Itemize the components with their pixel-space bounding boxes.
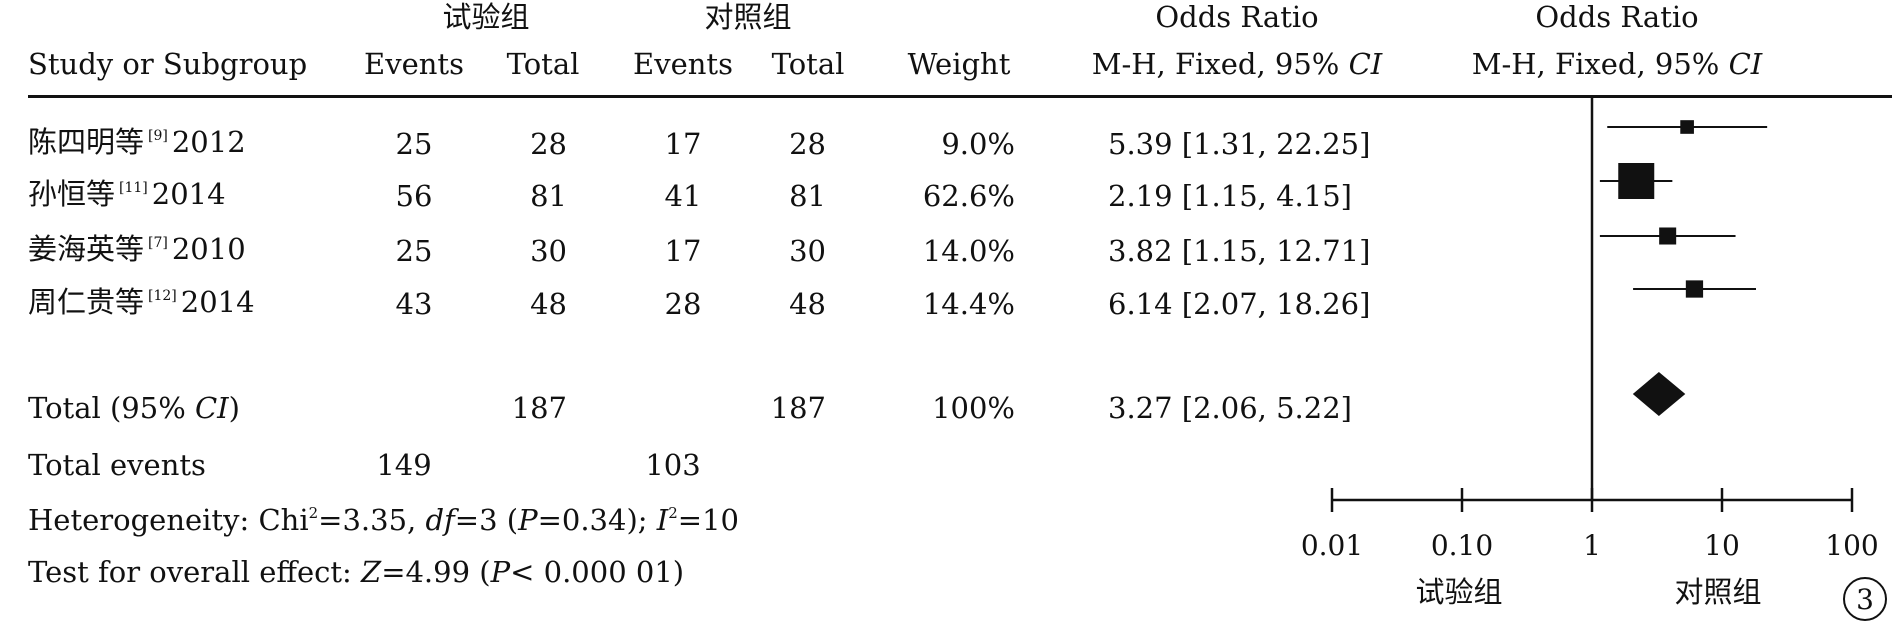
events-control: 17 bbox=[664, 234, 702, 268]
study-effect-square bbox=[1659, 227, 1677, 245]
total-experimental: 187 bbox=[511, 391, 567, 425]
events-experimental: 56 bbox=[395, 179, 433, 213]
study-label: 孙恒等 [11] 2014 bbox=[28, 177, 226, 211]
control-group-header: 对照组 bbox=[704, 0, 792, 34]
total-experimental: 30 bbox=[530, 234, 567, 268]
total-control: 30 bbox=[789, 234, 826, 268]
events-experimental: 25 bbox=[395, 127, 433, 161]
x-axis-tick-label: 100 bbox=[1825, 529, 1878, 562]
pooled-effect-diamond bbox=[1632, 372, 1686, 416]
total-experimental: 81 bbox=[530, 179, 567, 213]
events-control: 17 bbox=[664, 127, 702, 161]
events-header-experimental: Events bbox=[364, 47, 464, 81]
odds-ratio-title-right: Odds Ratio bbox=[1535, 0, 1699, 34]
weight-value: 9.0% bbox=[941, 127, 1015, 161]
total-header-experimental: Total bbox=[506, 47, 580, 81]
study-column-header: Study or Subgroup bbox=[28, 47, 308, 81]
study-label: 陈四明等 [9] 2012 bbox=[28, 125, 246, 159]
odds-ratio-ci: 5.39 [1.31, 22.25] bbox=[1108, 127, 1371, 161]
x-axis-tick-label: 0.01 bbox=[1301, 529, 1363, 562]
odds-ratio-ci: 6.14 [2.07, 18.26] bbox=[1108, 287, 1371, 321]
mh-fixed-header-right: M-H, Fixed, 95% CI bbox=[1471, 47, 1763, 81]
odds-ratio-ci: 2.19 [1.15, 4.15] bbox=[1108, 179, 1352, 213]
x-axis-tick-label: 0.10 bbox=[1431, 529, 1493, 562]
study-label: 周仁贵等 [12] 2014 bbox=[28, 285, 255, 319]
weight-header: Weight bbox=[907, 47, 1011, 81]
weight-value: 14.4% bbox=[922, 287, 1015, 321]
mh-fixed-header-left: M-H, Fixed, 95% CI bbox=[1091, 47, 1383, 81]
total-events-label: Total events bbox=[28, 448, 206, 482]
study-effect-square bbox=[1618, 163, 1655, 199]
total-control: 187 bbox=[770, 391, 826, 425]
total-experimental: 28 bbox=[530, 127, 567, 161]
total-experimental: 48 bbox=[530, 287, 567, 321]
pooled-odds-ratio-ci: 3.27 [2.06, 5.22] bbox=[1108, 391, 1352, 425]
figure-number-badge: 3 bbox=[1843, 577, 1887, 621]
weight-value: 100% bbox=[932, 391, 1015, 425]
weight-value: 14.0% bbox=[922, 234, 1015, 268]
total-header-control: Total bbox=[771, 47, 845, 81]
odds-ratio-title-left: Odds Ratio bbox=[1155, 0, 1319, 34]
study-effect-square bbox=[1680, 120, 1694, 134]
favours-control-label: 对照组 bbox=[1674, 575, 1762, 609]
heterogeneity-text: Heterogeneity: Chi2=3.35, df=3 (P=0.34);… bbox=[28, 503, 739, 537]
study-label: 姜海英等 [7] 2010 bbox=[28, 232, 246, 266]
total-events-experimental: 149 bbox=[376, 448, 432, 482]
total-events-control: 103 bbox=[645, 448, 701, 482]
x-axis-tick-label: 10 bbox=[1704, 529, 1740, 562]
events-header-control: Events bbox=[633, 47, 733, 81]
total-control: 28 bbox=[789, 127, 826, 161]
study-effect-square bbox=[1685, 280, 1704, 298]
x-axis-tick-label: 1 bbox=[1583, 529, 1601, 562]
header-rule bbox=[28, 95, 1892, 98]
events-experimental: 43 bbox=[395, 287, 433, 321]
overall-effect-text: Test for overall effect: Z=4.99 (P< 0.00… bbox=[28, 555, 685, 589]
events-control: 28 bbox=[664, 287, 702, 321]
total-label: Total (95% CI) bbox=[28, 391, 240, 425]
experimental-group-header: 试验组 bbox=[442, 0, 530, 34]
odds-ratio-ci: 3.82 [1.15, 12.71] bbox=[1108, 234, 1371, 268]
total-control: 81 bbox=[789, 179, 826, 213]
events-experimental: 25 bbox=[395, 234, 433, 268]
total-control: 48 bbox=[789, 287, 826, 321]
events-control: 41 bbox=[664, 179, 702, 213]
favours-experimental-label: 试验组 bbox=[1415, 575, 1503, 609]
weight-value: 62.6% bbox=[922, 179, 1015, 213]
